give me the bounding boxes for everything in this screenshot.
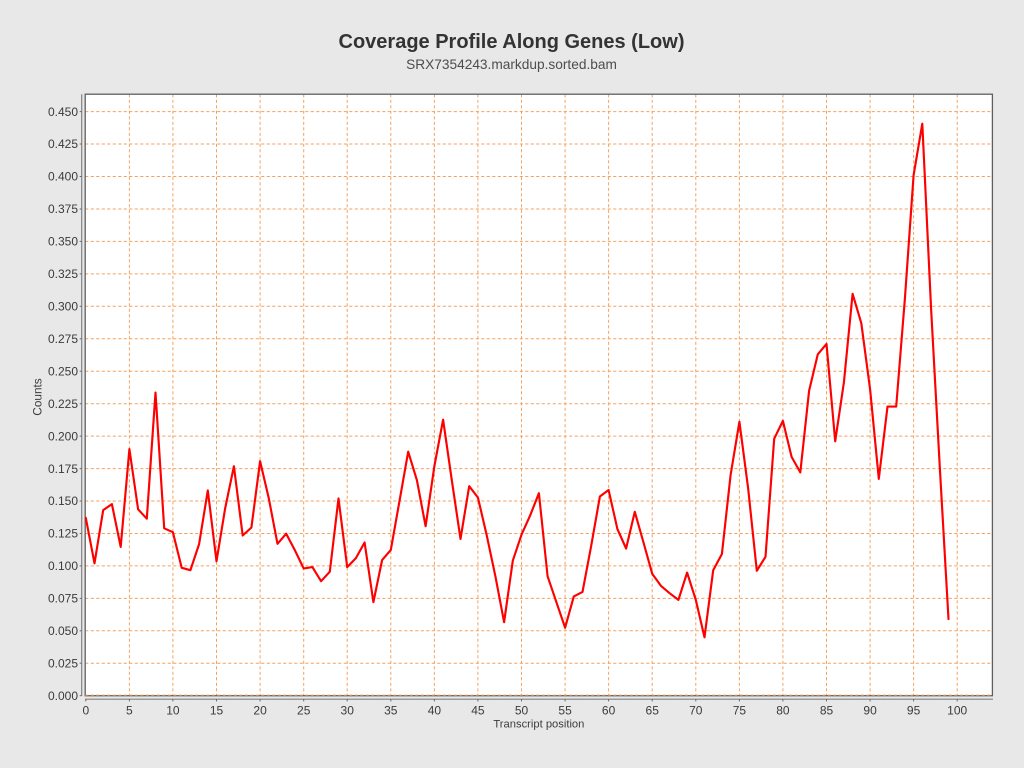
svg-text:50: 50 bbox=[515, 704, 529, 718]
svg-text:90: 90 bbox=[863, 704, 877, 718]
svg-text:55: 55 bbox=[558, 704, 572, 718]
svg-text:40: 40 bbox=[428, 704, 442, 718]
svg-text:0: 0 bbox=[82, 704, 89, 718]
svg-text:0.150: 0.150 bbox=[48, 494, 78, 508]
svg-text:Transcript position: Transcript position bbox=[493, 719, 584, 731]
svg-text:0.100: 0.100 bbox=[48, 559, 78, 573]
svg-text:70: 70 bbox=[689, 704, 703, 718]
svg-text:25: 25 bbox=[297, 704, 311, 718]
svg-text:80: 80 bbox=[776, 704, 790, 718]
svg-text:65: 65 bbox=[646, 704, 660, 718]
svg-text:0.350: 0.350 bbox=[48, 235, 78, 249]
svg-text:Coverage Profile Along Genes (: Coverage Profile Along Genes (Low) bbox=[339, 31, 685, 53]
svg-text:10: 10 bbox=[166, 704, 180, 718]
svg-text:20: 20 bbox=[253, 704, 267, 718]
svg-text:35: 35 bbox=[384, 704, 398, 718]
svg-text:Counts: Counts bbox=[31, 378, 45, 415]
svg-text:0.375: 0.375 bbox=[48, 202, 78, 216]
svg-text:0.425: 0.425 bbox=[48, 137, 78, 151]
svg-text:45: 45 bbox=[471, 704, 485, 718]
svg-text:0.125: 0.125 bbox=[48, 527, 78, 541]
svg-text:0.025: 0.025 bbox=[48, 657, 78, 671]
svg-text:15: 15 bbox=[210, 704, 224, 718]
svg-text:0.250: 0.250 bbox=[48, 364, 78, 378]
svg-text:0.450: 0.450 bbox=[48, 105, 78, 119]
svg-text:0.325: 0.325 bbox=[48, 267, 78, 281]
svg-text:85: 85 bbox=[820, 704, 834, 718]
svg-text:SRX7354243.markdup.sorted.bam: SRX7354243.markdup.sorted.bam bbox=[406, 57, 617, 72]
svg-text:95: 95 bbox=[907, 704, 921, 718]
svg-text:0.075: 0.075 bbox=[48, 592, 78, 606]
svg-text:0.225: 0.225 bbox=[48, 397, 78, 411]
svg-text:0.300: 0.300 bbox=[48, 300, 78, 314]
svg-text:0.175: 0.175 bbox=[48, 462, 78, 476]
svg-text:0.000: 0.000 bbox=[48, 689, 78, 703]
svg-text:0.050: 0.050 bbox=[48, 624, 78, 638]
svg-text:5: 5 bbox=[126, 704, 133, 718]
svg-text:60: 60 bbox=[602, 704, 616, 718]
svg-text:0.200: 0.200 bbox=[48, 429, 78, 443]
svg-text:75: 75 bbox=[733, 704, 747, 718]
svg-text:30: 30 bbox=[341, 704, 355, 718]
svg-text:100: 100 bbox=[947, 704, 967, 718]
svg-text:0.400: 0.400 bbox=[48, 170, 78, 184]
svg-text:0.275: 0.275 bbox=[48, 332, 78, 346]
